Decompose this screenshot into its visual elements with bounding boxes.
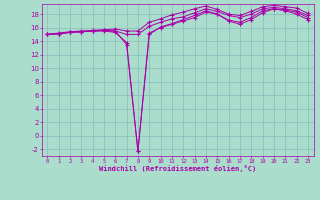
X-axis label: Windchill (Refroidissement éolien,°C): Windchill (Refroidissement éolien,°C) — [99, 165, 256, 172]
